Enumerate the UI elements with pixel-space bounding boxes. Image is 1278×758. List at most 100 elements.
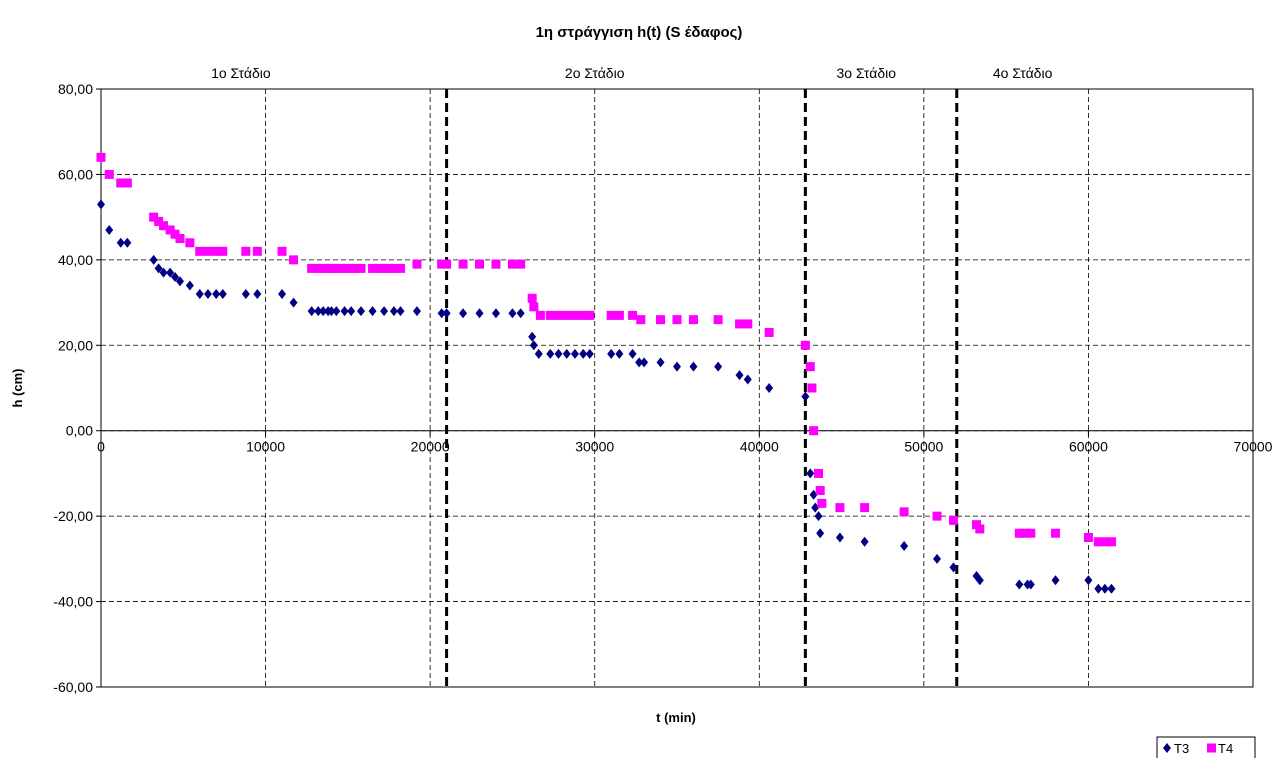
data-point-t4 [491,259,501,269]
data-point-t3 [814,511,823,522]
data-point-t4 [289,255,299,265]
data-point-t3 [546,348,555,359]
data-point-t4 [356,263,366,273]
data-point-t3 [491,308,500,319]
legend-marker-t4 [1207,743,1216,753]
data-point-t3 [185,280,194,291]
stage-label: 4ο Στάδιο [993,65,1053,81]
data-point-t3 [579,348,588,359]
data-point-t3 [203,289,212,300]
data-point-t4 [1026,528,1036,538]
data-point-t3 [1051,575,1060,586]
data-point-t4 [175,234,185,243]
data-point-t3 [1015,579,1024,590]
data-point-t4 [379,263,389,273]
data-point-t3 [809,489,818,500]
data-point-t4 [606,310,616,320]
data-point-t3 [327,306,336,317]
data-point-t4 [437,259,447,269]
data-point-t4 [326,263,336,273]
y-tick-label: 80,00 [58,81,93,97]
data-point-t4 [805,362,815,372]
data-point-t4 [614,310,624,320]
data-point-t4 [975,524,985,534]
data-point-t4 [860,503,870,513]
data-point-t4 [809,426,819,436]
data-point-t3 [97,199,105,210]
data-point-t4 [743,319,753,329]
data-point-t4 [578,310,588,320]
data-point-t4 [384,263,394,273]
data-point-t3 [801,391,810,402]
data-point-t4 [814,468,824,478]
plot-area: 0 10000 20000 30000 40000 50000 60000 70000 80,0… [53,65,1272,695]
y-axis-title: h (cm) [10,369,25,408]
data-point-t4 [807,383,817,393]
data-point-t3 [975,575,984,586]
data-point-t3 [640,357,649,368]
stage-label: 3ο Στάδιο [836,65,896,81]
data-point-t3 [357,306,366,317]
data-point-t3 [154,263,163,274]
data-point-t3 [516,308,525,319]
data-point-t3 [332,306,341,317]
data-point-t3 [570,348,579,359]
data-point-t4 [1083,533,1093,542]
data-point-t4 [529,302,539,312]
data-point-t3 [673,361,681,372]
x-tick-label: 60000 [1069,439,1108,455]
data-point-t3 [607,348,616,359]
x-tick-label: 40000 [740,439,779,455]
data-point-t3 [714,361,723,372]
data-point-t3 [347,306,356,317]
data-point-t3 [412,306,421,317]
data-point-t3 [933,553,942,564]
data-point-t3 [289,297,298,308]
data-point-t4 [527,293,537,303]
data-point-t3 [116,237,125,248]
data-point-t3 [860,536,869,547]
data-point-t4 [516,259,526,269]
data-point-t4 [195,246,205,256]
data-point-t4 [211,246,221,256]
x-tick-label: 70000 [1234,439,1273,455]
data-point-t4 [252,246,262,256]
data-point-t4 [835,503,845,513]
x-tick-label: 30000 [575,439,614,455]
data-point-t3 [562,348,571,359]
data-point-t4 [170,229,180,239]
data-point-t4 [570,310,580,320]
data-point-t4 [1051,528,1061,538]
y-tick-label: 60,00 [58,166,93,182]
data-point-t4 [585,310,595,320]
data-point-t4 [313,263,323,273]
data-point-t3 [1026,579,1035,590]
data-point-t3 [105,224,114,235]
data-point-t4 [688,315,698,325]
x-tick-label: 10000 [246,439,285,455]
data-point-t4 [396,263,406,273]
data-point-t3 [241,289,250,300]
data-point-t4 [346,263,356,273]
data-point-t4 [104,169,114,179]
data-point-t3 [615,348,624,359]
x-tick-label: 50000 [904,439,943,455]
data-point-t4 [318,263,328,273]
stage-label: 1ο Στάδιο [211,65,271,81]
data-point-t4 [672,315,682,325]
legend-marker-t3 [1163,743,1171,753]
data-point-t4 [277,246,287,256]
data-point-t4 [1100,537,1110,547]
data-point-t3 [835,532,844,543]
data-point-t4 [336,263,346,273]
data-point-t3 [816,528,825,539]
data-point-t4 [159,221,169,231]
data-point-t3 [811,502,820,513]
x-tick-label: 20000 [411,439,450,455]
data-point-t3 [1100,583,1109,594]
data-point-t4 [628,310,638,320]
x-tick-label: 0 [97,439,105,455]
data-point-t4 [154,216,164,226]
data-point-t4 [1106,537,1116,547]
